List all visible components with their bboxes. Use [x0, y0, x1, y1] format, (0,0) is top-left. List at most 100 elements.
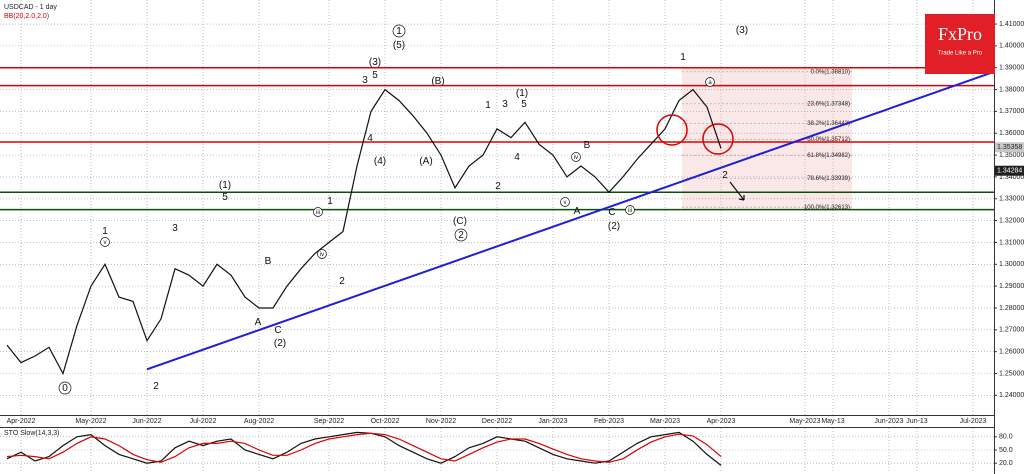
wave-label: 2	[153, 381, 159, 392]
y-tick-label: 1.31000	[999, 239, 1024, 246]
wave-label: 1	[485, 100, 491, 111]
y-tick-label: 1.40000	[999, 43, 1024, 50]
x-tick-label: Oct-2022	[371, 418, 400, 425]
wave-label: 1	[102, 226, 108, 237]
y-tick-label: 1.34000	[999, 174, 1024, 181]
wave-circle	[560, 197, 570, 207]
y-tick-label: 20.0	[999, 460, 1013, 467]
y-tick-label: 1.35000	[999, 152, 1024, 159]
wave-label: 2	[339, 276, 345, 287]
x-tick-label: May-2023	[789, 418, 820, 425]
y-tick-label: 1.41000	[999, 21, 1024, 28]
wave-label: a	[708, 80, 712, 86]
wave-label: A	[255, 317, 262, 328]
wave-label: (3)	[736, 25, 748, 36]
x-tick-label: May-2022	[75, 418, 106, 425]
fib-zone	[682, 68, 852, 210]
y-tick-label: 80.0	[999, 434, 1013, 441]
wave-label: 1	[680, 52, 686, 63]
wave-label: 5	[222, 192, 228, 203]
wave-label: A	[574, 206, 581, 217]
symbol-title: USDCAD - 1 day	[4, 4, 57, 11]
x-tick-label: Nov-2022	[426, 418, 456, 425]
logo-box	[925, 14, 995, 74]
wave-label: 3	[362, 75, 368, 86]
wave-label: iii	[628, 208, 632, 214]
wave-label: 5	[521, 99, 527, 110]
wave-circle	[392, 24, 406, 38]
wave-circle	[58, 381, 72, 395]
y-tick-label: 1.27000	[999, 327, 1024, 334]
wave-label: 4	[514, 152, 520, 163]
wave-label: (1)	[516, 88, 528, 99]
wave-label: iv	[574, 155, 578, 161]
wave-label: iii	[316, 210, 320, 216]
x-tick-label: May-13	[821, 418, 844, 425]
wave-circle	[100, 237, 110, 247]
y-tick-label: 1.38000	[999, 86, 1024, 93]
y-tick-label: 1.25000	[999, 370, 1024, 377]
wave-label: 5	[372, 70, 378, 81]
logo-name: FxPro	[938, 24, 982, 44]
wave-label: 1	[327, 196, 333, 207]
wave-label: C	[608, 207, 615, 218]
y-tick-label: 1.36000	[999, 130, 1024, 137]
marks: 0.0%(1.38810) 23.6%(1.37348) 38.2%(1.36443…	[0, 66, 995, 466]
wave-label: 3	[502, 99, 508, 110]
wave-label: (3)	[369, 57, 381, 68]
price-label-box	[995, 142, 1024, 153]
logo-tagline: Trade Like a Pro	[938, 51, 983, 57]
fib-label: 23.6%(1.37348)	[807, 101, 850, 107]
wave-label: 4	[367, 133, 373, 144]
x-tick-label: Jun-2022	[132, 418, 161, 425]
y-tick-label: 1.24000	[999, 392, 1024, 399]
wave-circle	[705, 77, 715, 87]
projection-arrow	[729, 181, 745, 201]
wave-circle	[571, 152, 581, 162]
x-tick-label: Aug-2022	[244, 418, 274, 425]
fib-label: 78.6%(1.33939)	[807, 176, 850, 182]
wave-label: (4)	[374, 156, 386, 167]
x-tick-label: Feb-2023	[594, 418, 624, 425]
wave-label: 2	[722, 170, 728, 181]
price-line	[6, 88, 722, 376]
x-tick-label: Mar-2023	[650, 418, 680, 425]
wave-circle	[625, 205, 635, 215]
wave-circle	[313, 207, 323, 217]
wave-label: 1	[396, 26, 402, 37]
x-tick-label: Sep-2022	[314, 418, 344, 425]
fib-label: 50.0%(1.35712)	[807, 137, 850, 143]
wave-label: (A)	[419, 156, 432, 167]
fib-label: 61.8%(1.34982)	[807, 153, 850, 159]
wave-label: iv	[320, 252, 324, 258]
y-tick-label: 1.33000	[999, 196, 1024, 203]
wave-label: (5)	[393, 40, 405, 51]
y-tick-label: 50.0	[999, 447, 1013, 454]
price-label: 1.34284	[997, 168, 1022, 175]
y-tick-label: 1.37000	[999, 108, 1024, 115]
indicator-label: BB(20,2.0,2.0)	[4, 13, 49, 20]
price-label-box	[995, 165, 1024, 176]
wave-label: v	[564, 200, 567, 206]
x-tick-label: Jun-13	[906, 418, 928, 425]
y-tick-label: 1.39000	[999, 65, 1024, 72]
trendline	[146, 70, 995, 371]
x-tick-label: Jul-2022	[190, 418, 217, 425]
y-tick-label: 1.30000	[999, 261, 1024, 268]
wave-label: C	[274, 325, 281, 336]
wave-label: B	[265, 256, 272, 267]
price-line	[6, 432, 722, 463]
stoch-title: STO Slow(14,3,3)	[4, 430, 60, 437]
wave-label: (2)	[274, 338, 286, 349]
x-tick-label: Dec-2022	[482, 418, 512, 425]
wave-label: v	[104, 240, 107, 246]
wave-label: 2	[458, 230, 464, 241]
x-tick-label: Apr-2023	[707, 418, 736, 425]
fib-label: 0.0%(1.38810)	[811, 69, 850, 75]
wave-label: 2	[495, 181, 501, 192]
wave-label: (C)	[453, 216, 467, 227]
fib-label: 100.0%(1.32613)	[804, 205, 850, 211]
y-tick-label: 1.32000	[999, 217, 1024, 224]
